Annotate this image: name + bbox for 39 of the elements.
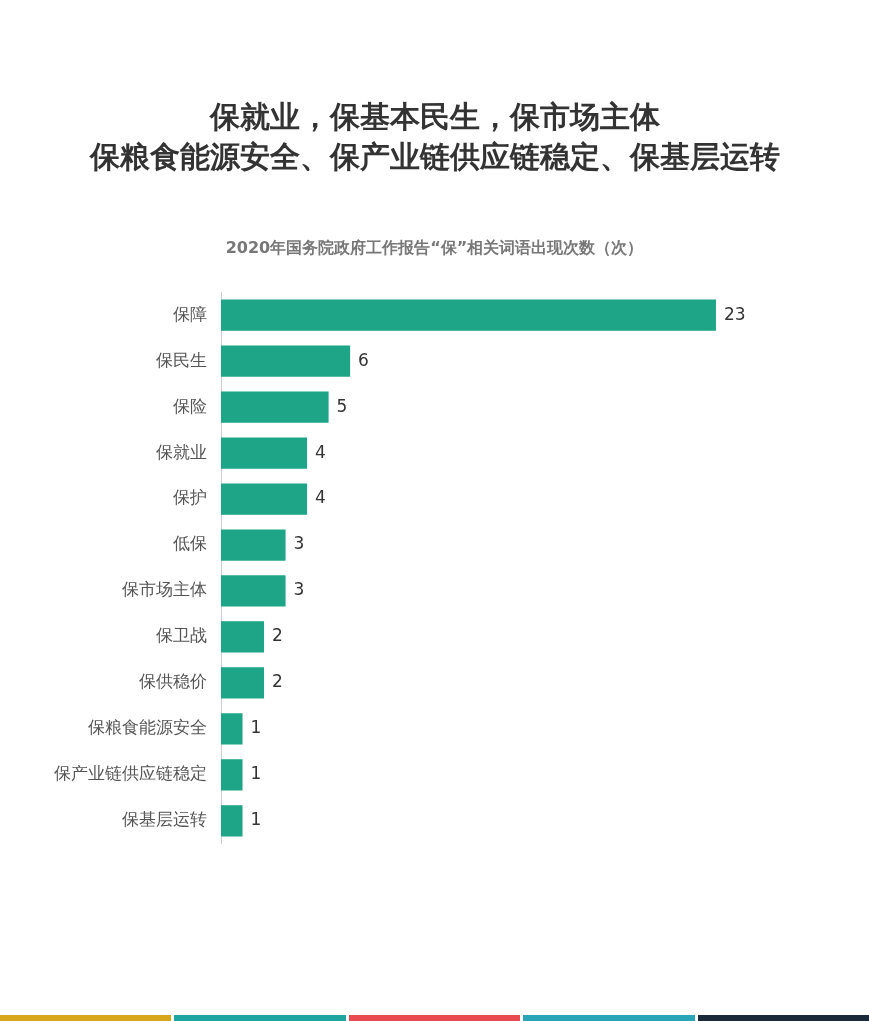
data-label: 2 [272,671,283,692]
data-label: 4 [315,487,326,508]
bar [221,299,716,331]
chart-title: 保就业，保基本民生，保市场主体 [208,98,661,136]
y-tick-label: 保就业 [156,441,207,462]
data-label: 3 [293,533,305,554]
y-tick-label: 保供稳价 [139,671,207,692]
bar [221,759,243,791]
data-label: 1 [250,809,262,830]
data-label: 4 [315,441,326,462]
data-label: 3 [293,579,305,600]
bar [221,575,286,607]
bar [221,345,351,377]
y-tick-label: 保市场主体 [122,579,207,600]
bar [221,621,265,653]
data-label: 1 [250,763,262,784]
bar [221,805,243,837]
data-label: 23 [723,303,746,324]
data-label: 5 [336,395,348,416]
data-label: 2 [272,625,283,646]
bar [221,437,308,469]
y-tick-label: 保民生 [156,349,207,370]
bar [221,529,286,561]
y-tick-label: 保产业链供应链稳定 [54,763,207,784]
data-label: 6 [358,349,369,370]
y-tick-label: 保护 [173,487,207,508]
bar [221,483,308,515]
y-tick-label: 保基层运转 [122,809,207,830]
text: 2020年国务院政府工作报告“保”相关词语出现次数（次） [224,238,645,259]
bar [221,713,243,745]
y-tick-label: 低保 [173,533,207,554]
y-tick-label: 保障 [173,303,207,324]
chart-subtitle: 保粮食能源安全、保产业链供应链稳定、保基层运转 [88,138,781,176]
bar [221,667,265,699]
y-tick-label: 保卫战 [156,625,207,646]
bar [221,391,329,423]
data-label: 1 [250,717,262,738]
y-tick-label: 保险 [173,395,207,416]
y-tick-label: 保粮食能源安全 [88,717,207,738]
